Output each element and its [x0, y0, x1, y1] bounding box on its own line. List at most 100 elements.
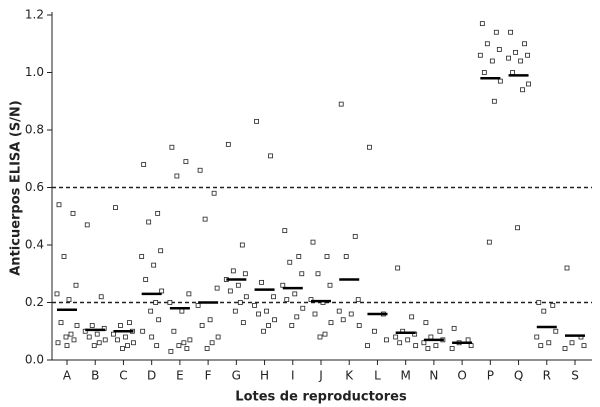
- data-point: [515, 225, 520, 231]
- data-point: [397, 340, 403, 346]
- data-point: [292, 291, 298, 297]
- x-tick-label: K: [345, 369, 354, 383]
- data-point: [268, 153, 273, 159]
- data-point: [120, 346, 125, 351]
- data-point: [146, 219, 152, 225]
- data-point: [176, 343, 182, 349]
- x-tick-label: F: [205, 369, 212, 383]
- x-tick-label: N: [429, 369, 438, 383]
- data-point: [148, 308, 154, 314]
- x-tick-label: R: [543, 369, 551, 383]
- data-point: [179, 308, 185, 314]
- data-point: [151, 262, 157, 268]
- data-point: [261, 328, 266, 334]
- data-point: [202, 216, 208, 222]
- data-point: [240, 320, 246, 326]
- x-tick-label: E: [176, 369, 184, 383]
- data-point: [294, 314, 300, 320]
- data-point: [56, 202, 62, 208]
- x-tick-label: D: [147, 369, 156, 383]
- data-point: [154, 343, 160, 349]
- data-point: [266, 323, 271, 328]
- data-point: [340, 317, 346, 323]
- data-point: [195, 302, 201, 308]
- data-point: [55, 340, 61, 346]
- data-point: [395, 265, 401, 271]
- data-point: [237, 300, 243, 305]
- data-point: [140, 328, 146, 334]
- x-tick-label: J: [318, 369, 323, 383]
- data-point: [211, 190, 217, 196]
- data-point: [98, 294, 104, 300]
- data-point: [324, 254, 330, 259]
- x-tick-label: O: [457, 369, 466, 383]
- data-point: [183, 159, 189, 165]
- data-point: [449, 346, 455, 351]
- data-point: [405, 337, 411, 343]
- data-point: [287, 259, 293, 265]
- data-point: [553, 328, 559, 334]
- data-point: [428, 334, 434, 340]
- data-point: [243, 294, 249, 300]
- data-point: [479, 21, 485, 27]
- data-point: [289, 323, 295, 328]
- data-point: [70, 210, 76, 216]
- x-tick-label: G: [232, 369, 241, 383]
- data-point: [61, 254, 67, 259]
- y-tick-label: 0.0: [25, 353, 44, 367]
- data-point: [550, 302, 556, 308]
- data-point: [284, 297, 290, 303]
- data-point: [89, 323, 95, 328]
- data-point: [564, 265, 570, 271]
- data-point: [296, 254, 302, 259]
- data-point: [526, 81, 531, 87]
- data-point: [328, 320, 334, 326]
- data-point: [58, 320, 64, 326]
- x-tick-label: A: [63, 369, 72, 383]
- data-point: [227, 288, 233, 294]
- data-point: [336, 308, 342, 314]
- x-tick-label: L: [374, 369, 381, 383]
- data-point: [215, 334, 221, 340]
- data-point: [84, 222, 90, 228]
- data-point: [522, 41, 527, 47]
- data-point: [259, 279, 264, 285]
- data-point: [423, 320, 429, 326]
- data-point: [413, 343, 419, 349]
- data-point: [343, 254, 349, 259]
- data-point: [468, 343, 474, 349]
- data-point: [127, 320, 132, 326]
- data-point: [562, 346, 568, 351]
- data-point: [158, 248, 164, 254]
- data-point: [123, 334, 128, 340]
- data-point: [425, 346, 431, 351]
- data-point: [204, 346, 210, 351]
- data-point: [143, 277, 149, 282]
- data-point: [310, 239, 316, 245]
- data-point: [199, 323, 205, 328]
- data-point: [338, 101, 344, 107]
- data-point: [252, 302, 257, 308]
- data-point: [356, 323, 362, 328]
- y-tick-label: 0.2: [25, 295, 44, 309]
- data-point: [168, 348, 174, 354]
- data-point: [94, 331, 100, 337]
- data-point: [91, 343, 97, 349]
- data-point: [327, 282, 333, 288]
- data-point: [181, 340, 187, 346]
- data-point: [264, 308, 269, 314]
- data-point: [64, 343, 70, 349]
- data-point: [118, 323, 123, 328]
- data-point: [272, 317, 277, 323]
- data-point: [525, 52, 530, 58]
- data-point: [481, 70, 487, 75]
- x-axis-label: Lotes de reproductores: [235, 390, 407, 405]
- data-point: [171, 328, 177, 334]
- data-point: [451, 325, 457, 331]
- data-point: [299, 271, 305, 277]
- data-point: [280, 282, 286, 288]
- data-point: [207, 317, 213, 323]
- data-point: [209, 340, 215, 346]
- data-point: [520, 87, 525, 93]
